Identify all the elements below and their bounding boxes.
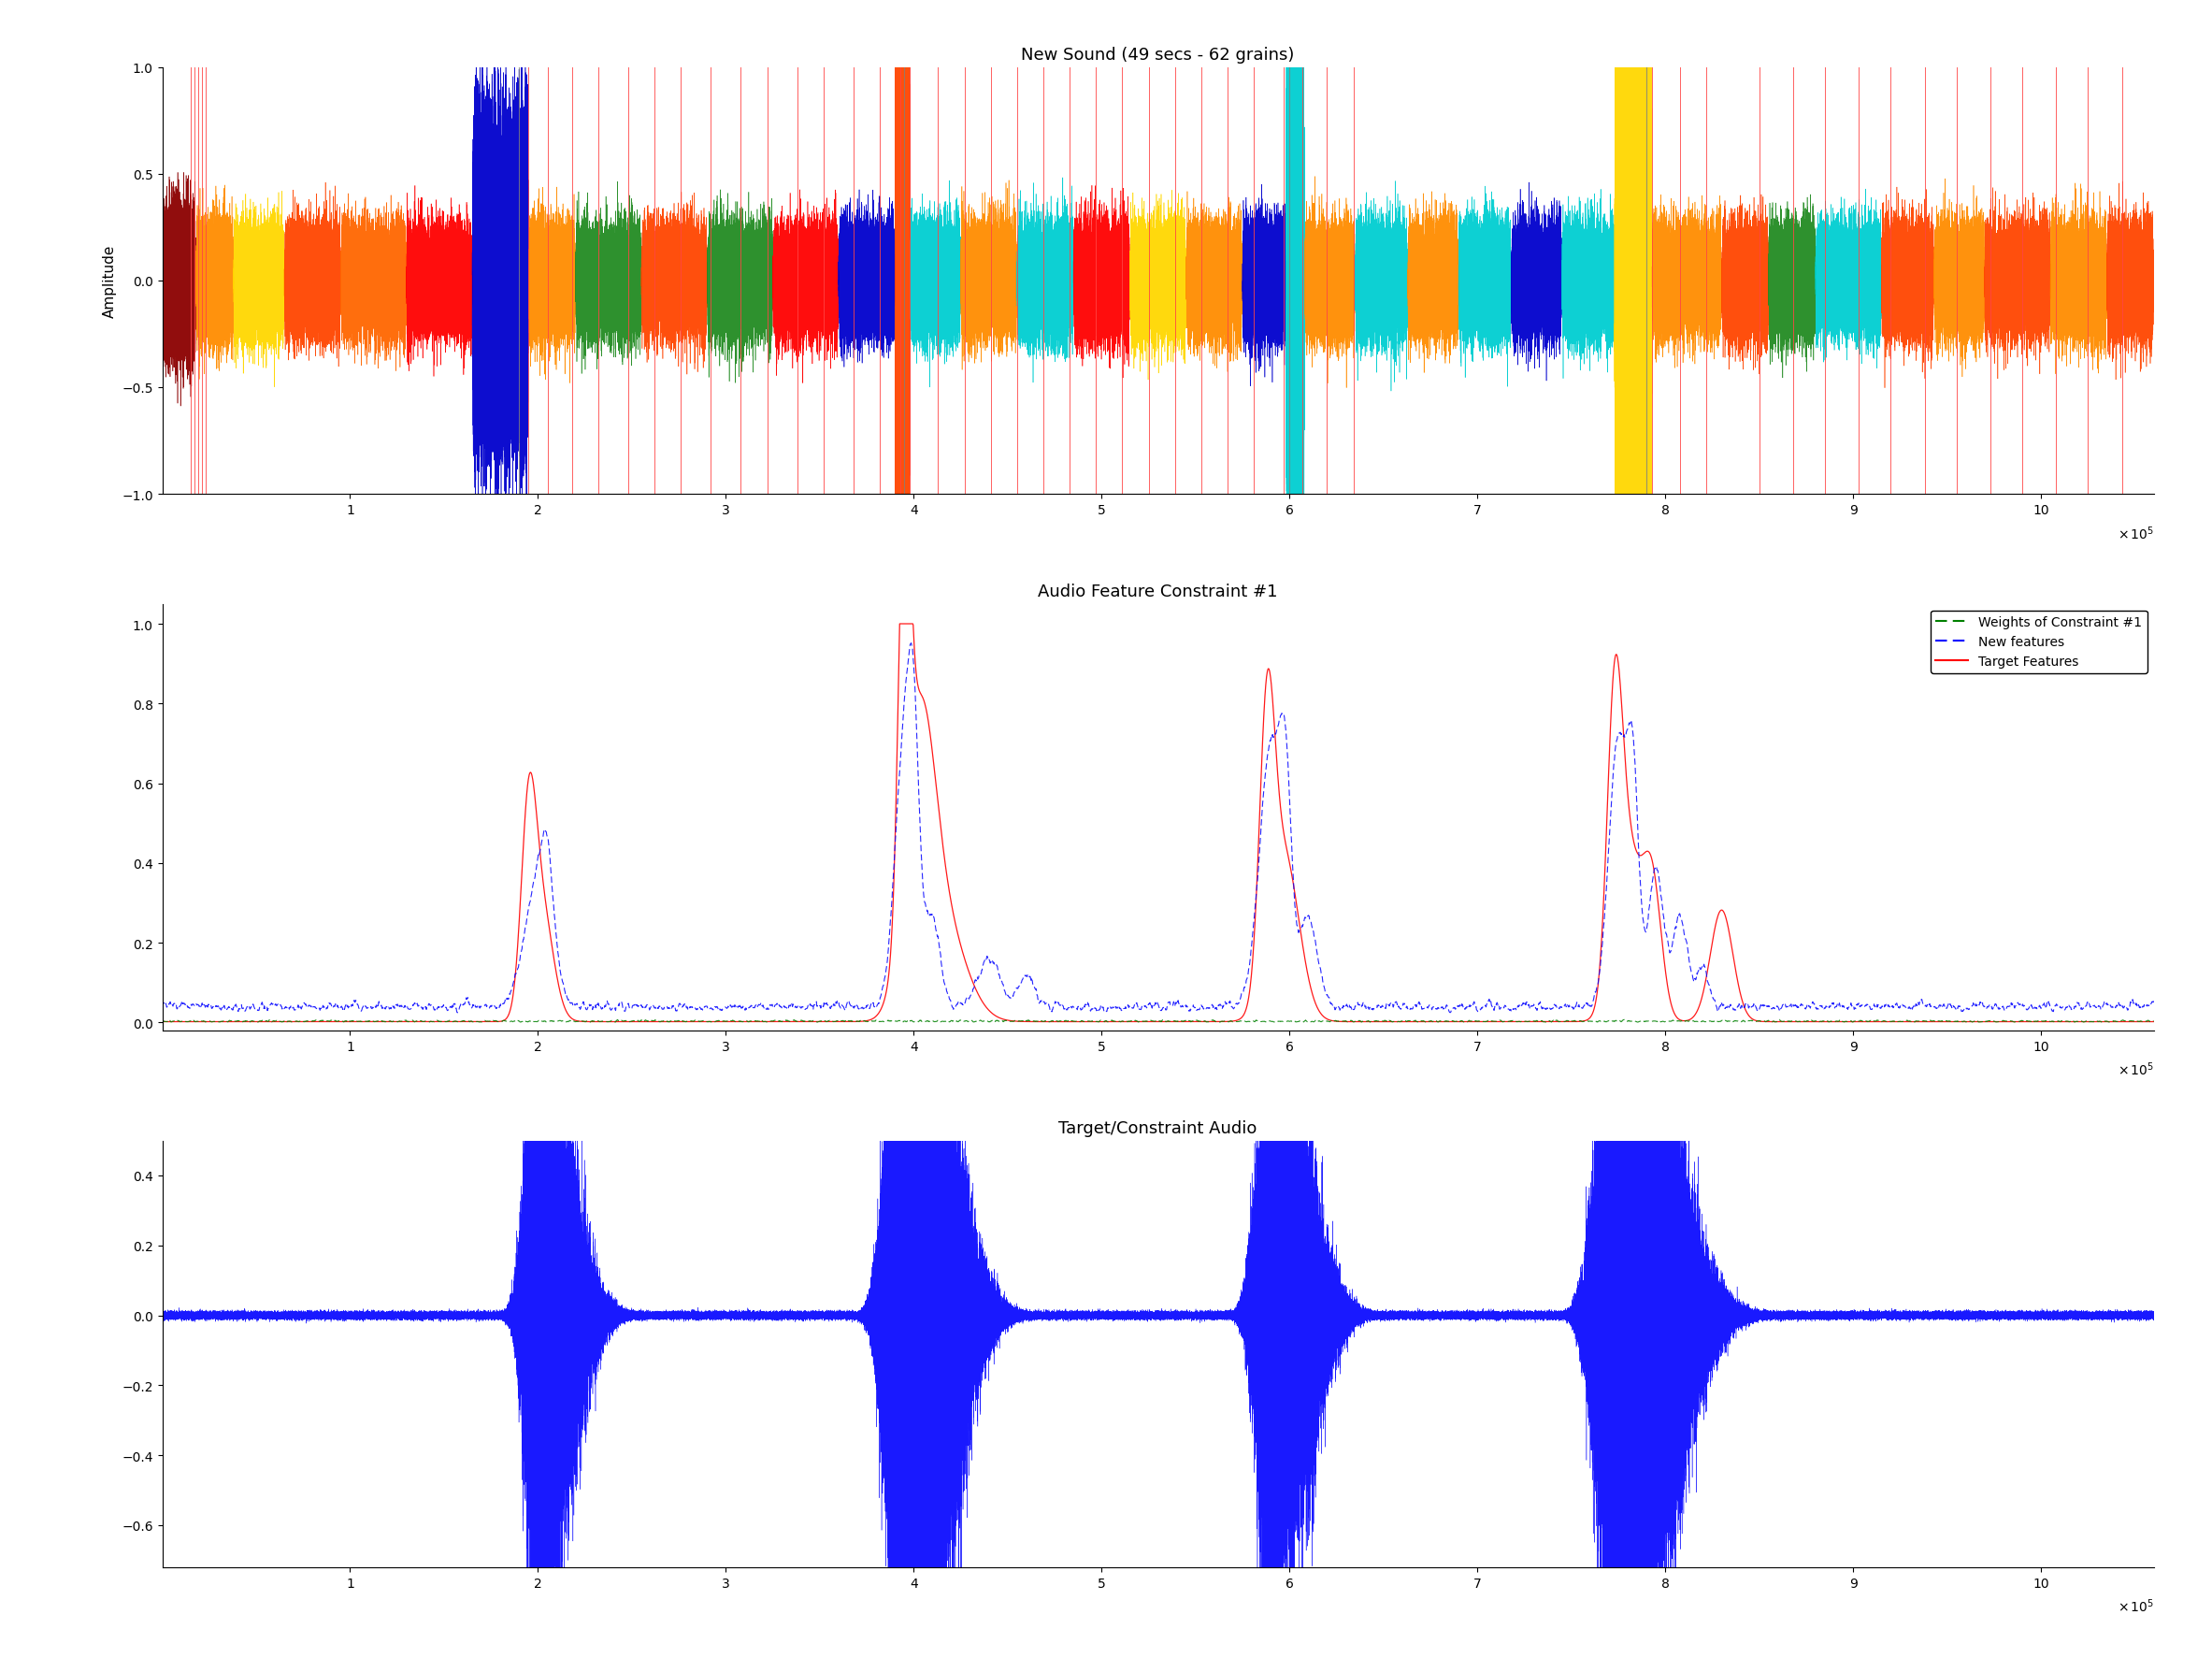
Text: $\times\,10^5$: $\times\,10^5$	[2117, 1597, 2154, 1615]
Title: Target/Constraint Audio: Target/Constraint Audio	[1060, 1119, 1256, 1137]
Title: New Sound (49 secs - 62 grains): New Sound (49 secs - 62 grains)	[1022, 46, 1294, 65]
Y-axis label: Amplitude: Amplitude	[102, 245, 117, 318]
Text: $\times\,10^5$: $\times\,10^5$	[2117, 524, 2154, 542]
Legend: Weights of Constraint #1, New features, Target Features: Weights of Constraint #1, New features, …	[1931, 610, 2148, 673]
Text: $\times\,10^5$: $\times\,10^5$	[2117, 1061, 2154, 1078]
Title: Audio Feature Constraint #1: Audio Feature Constraint #1	[1037, 584, 1279, 600]
